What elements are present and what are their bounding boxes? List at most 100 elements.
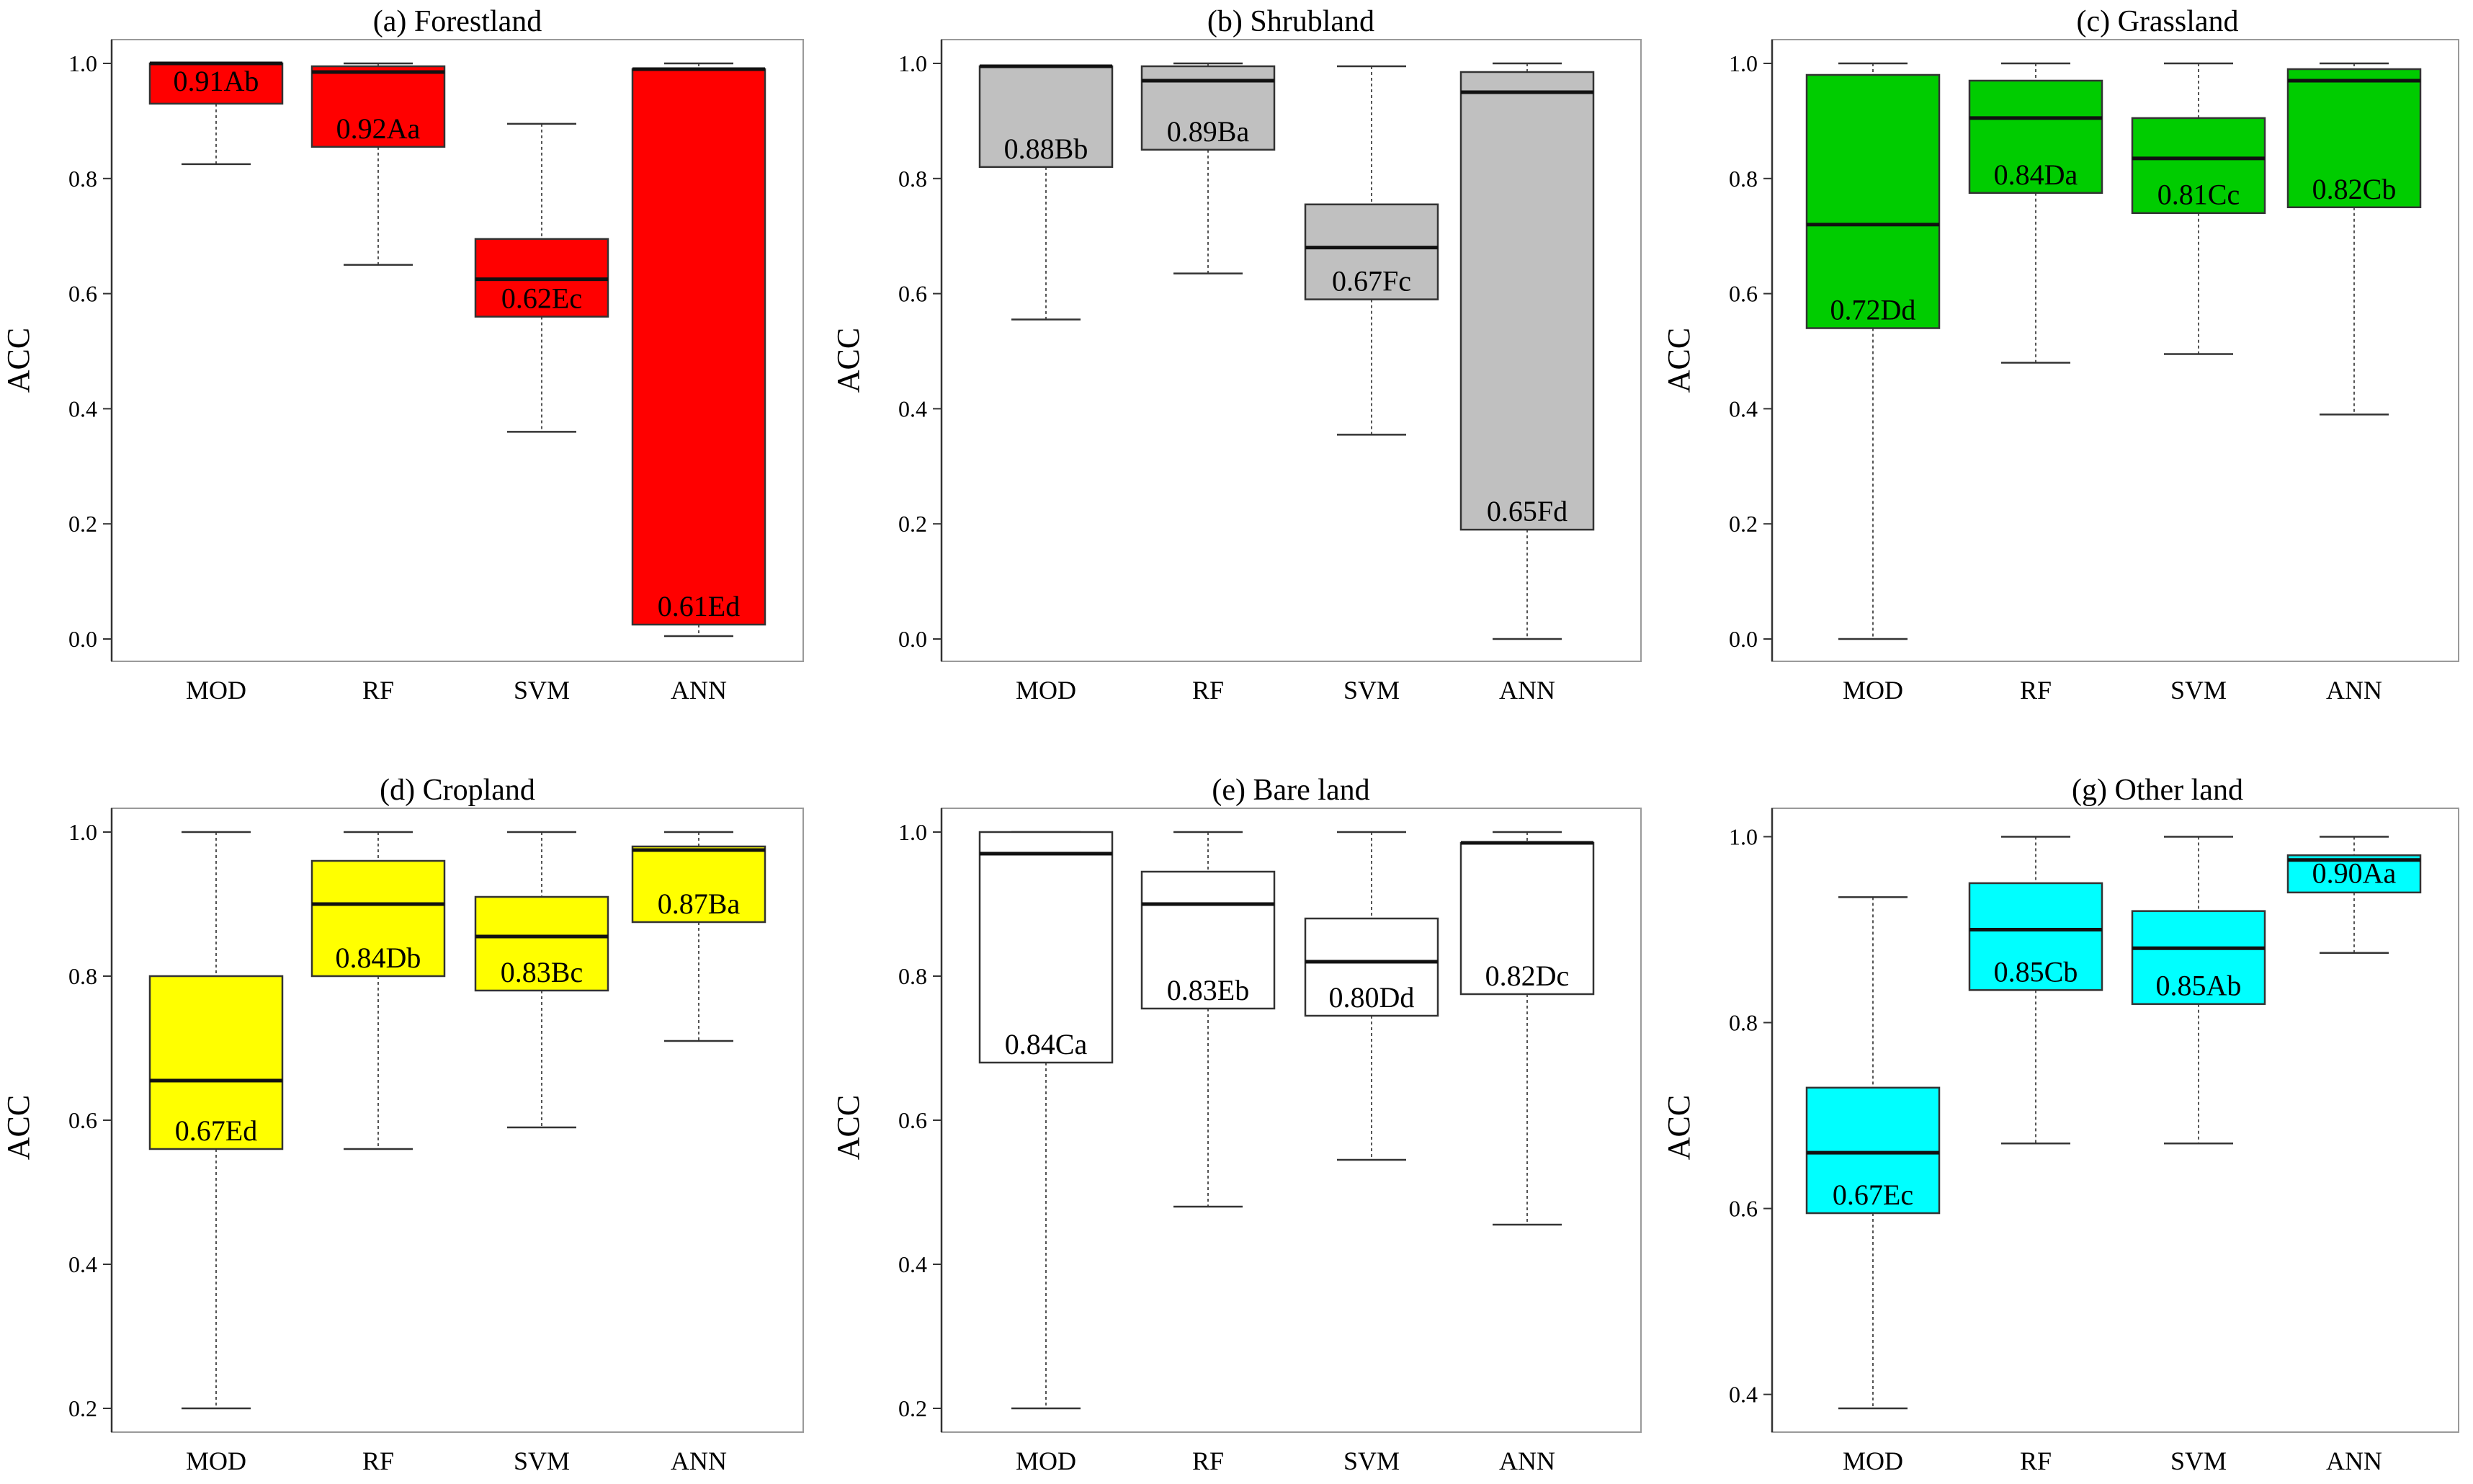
box-value-label: 0.85Ab	[2156, 970, 2242, 1002]
box-mod: 0.67Ed	[148, 831, 284, 1410]
box-value-label: 0.84Ca	[1005, 1028, 1088, 1060]
box-rf: 0.85Cb	[1968, 836, 2103, 1145]
y-tick-label: 1.0	[1729, 50, 1758, 76]
y-tick-label: 0.4	[68, 395, 97, 421]
box-value-label: 0.72Dd	[1830, 294, 1916, 326]
x-category-label: RF	[1192, 676, 1224, 705]
y-tick-label: 0.0	[898, 626, 927, 652]
y-axis-title: ACC	[1661, 1095, 1696, 1160]
iqr-box	[1459, 71, 1595, 531]
y-tick-label: 1.0	[68, 819, 97, 845]
box-value-label: 0.82Cb	[2312, 173, 2397, 205]
x-category-label: RF	[362, 676, 394, 705]
box-value-label: 0.67Ed	[175, 1114, 257, 1147]
x-category-label: MOD	[186, 676, 246, 705]
box-mod: 0.67Ec	[1805, 896, 1941, 1410]
y-tick-label: 0.2	[1729, 511, 1758, 537]
box-ann: 0.90Aa	[2286, 836, 2422, 954]
y-axis-title: ACC	[1, 1095, 36, 1160]
box-rf: 0.84Db	[310, 831, 446, 1150]
iqr-box	[148, 975, 284, 1150]
y-tick-label: 0.2	[898, 511, 927, 537]
y-tick-label: 0.6	[68, 1107, 97, 1133]
x-category-label: ANN	[1499, 1447, 1555, 1475]
y-axis-title: ACC	[831, 328, 866, 393]
iqr-box	[310, 65, 446, 148]
box-value-label: 0.81Cc	[2157, 179, 2240, 211]
y-tick-label: 0.8	[68, 166, 97, 192]
iqr-box	[1304, 917, 1439, 1017]
x-category-label: MOD	[1843, 676, 1903, 705]
x-category-label: MOD	[1016, 676, 1076, 705]
iqr-box	[2131, 910, 2266, 1005]
box-svm: 0.80Dd	[1304, 831, 1439, 1161]
box-ann: 0.61Ed	[631, 62, 766, 638]
x-category-label: SVM	[2170, 676, 2227, 705]
iqr-box	[2131, 117, 2266, 214]
box-value-label: 0.84Db	[336, 942, 421, 974]
box-ann: 0.87Ba	[631, 831, 766, 1042]
iqr-box	[1304, 203, 1439, 300]
box-value-label: 0.62Ec	[501, 282, 582, 315]
y-tick-label: 1.0	[898, 819, 927, 845]
box-value-label: 0.91Ab	[174, 65, 259, 97]
box-rf: 0.89Ba	[1140, 62, 1276, 274]
y-axis-title: ACC	[1, 328, 36, 393]
y-tick-label: 0.6	[898, 281, 927, 307]
y-tick-label: 0.6	[1729, 281, 1758, 307]
y-tick-label: 0.8	[1729, 166, 1758, 192]
box-mod: 0.72Dd	[1805, 62, 1941, 640]
y-tick-label: 0.4	[1729, 395, 1758, 421]
y-tick-label: 1.0	[898, 50, 927, 76]
iqr-box	[2286, 68, 2422, 208]
panel-title: (d) Cropland	[380, 774, 535, 807]
x-category-label: RF	[2020, 676, 2052, 705]
panel-title: (e) Bare land	[1212, 774, 1369, 807]
iqr-box	[1805, 1086, 1941, 1215]
iqr-box	[1805, 73, 1941, 329]
y-tick-label: 1.0	[68, 50, 97, 76]
box-value-label: 0.85Cb	[1994, 955, 2078, 988]
x-category-label: RF	[362, 1447, 394, 1475]
y-tick-label: 0.6	[68, 281, 97, 307]
box-value-label: 0.80Dd	[1329, 981, 1415, 1014]
box-value-label: 0.83Eb	[1167, 974, 1249, 1006]
panel-1: (a) Forestland ACC 0.0 0.2 0.4 0.6 0.8 1.0 MOD RF…	[1, 5, 804, 705]
y-tick-label: 0.2	[68, 511, 97, 537]
box-svm: 0.62Ec	[474, 122, 609, 433]
y-tick-label: 0.8	[1729, 1010, 1758, 1036]
panel-3: (c) Grassland ACC 0.0 0.2 0.4 0.6 0.8 1.0 MOD RF S…	[1661, 5, 2459, 705]
iqr-box	[1968, 882, 2103, 991]
box-svm: 0.67Fc	[1304, 65, 1439, 436]
iqr-box	[978, 65, 1114, 169]
x-category-label: ANN	[2326, 676, 2382, 705]
panel-2: (b) Shrubland ACC 0.0 0.2 0.4 0.6 0.8 1.0 MOD RF S…	[831, 5, 1642, 705]
box-value-label: 0.92Aa	[336, 112, 421, 145]
box-value-label: 0.87Ba	[658, 888, 741, 920]
box-value-label: 0.67Ec	[1833, 1179, 1913, 1211]
box-value-label: 0.90Aa	[2312, 857, 2397, 889]
iqr-box	[474, 895, 609, 992]
box-mod: 0.88Bb	[978, 64, 1114, 321]
x-category-label: MOD	[1016, 1447, 1076, 1475]
iqr-box	[148, 62, 284, 105]
box-value-label: 0.65Fd	[1487, 495, 1568, 527]
box-svm: 0.81Cc	[2131, 62, 2266, 355]
box-value-label: 0.67Fc	[1332, 265, 1411, 298]
x-category-label: RF	[1192, 1447, 1224, 1475]
y-axis-title: ACC	[1661, 328, 1696, 393]
y-tick-label: 0.4	[1729, 1382, 1758, 1408]
y-axis-title: ACC	[831, 1095, 866, 1160]
box-mod: 0.84Ca	[978, 831, 1114, 1410]
x-category-label: RF	[2020, 1447, 2052, 1475]
box-rf: 0.92Aa	[310, 62, 446, 266]
box-value-label: 0.83Bc	[501, 956, 583, 988]
box-ann: 0.82Cb	[2286, 62, 2422, 416]
x-category-label: SVM	[1343, 676, 1400, 705]
panel-title: (a) Forestland	[373, 5, 542, 38]
iqr-box	[1968, 79, 2103, 195]
y-tick-label: 0.8	[898, 166, 927, 192]
iqr-box	[631, 845, 766, 924]
box-value-label: 0.89Ba	[1167, 115, 1250, 148]
